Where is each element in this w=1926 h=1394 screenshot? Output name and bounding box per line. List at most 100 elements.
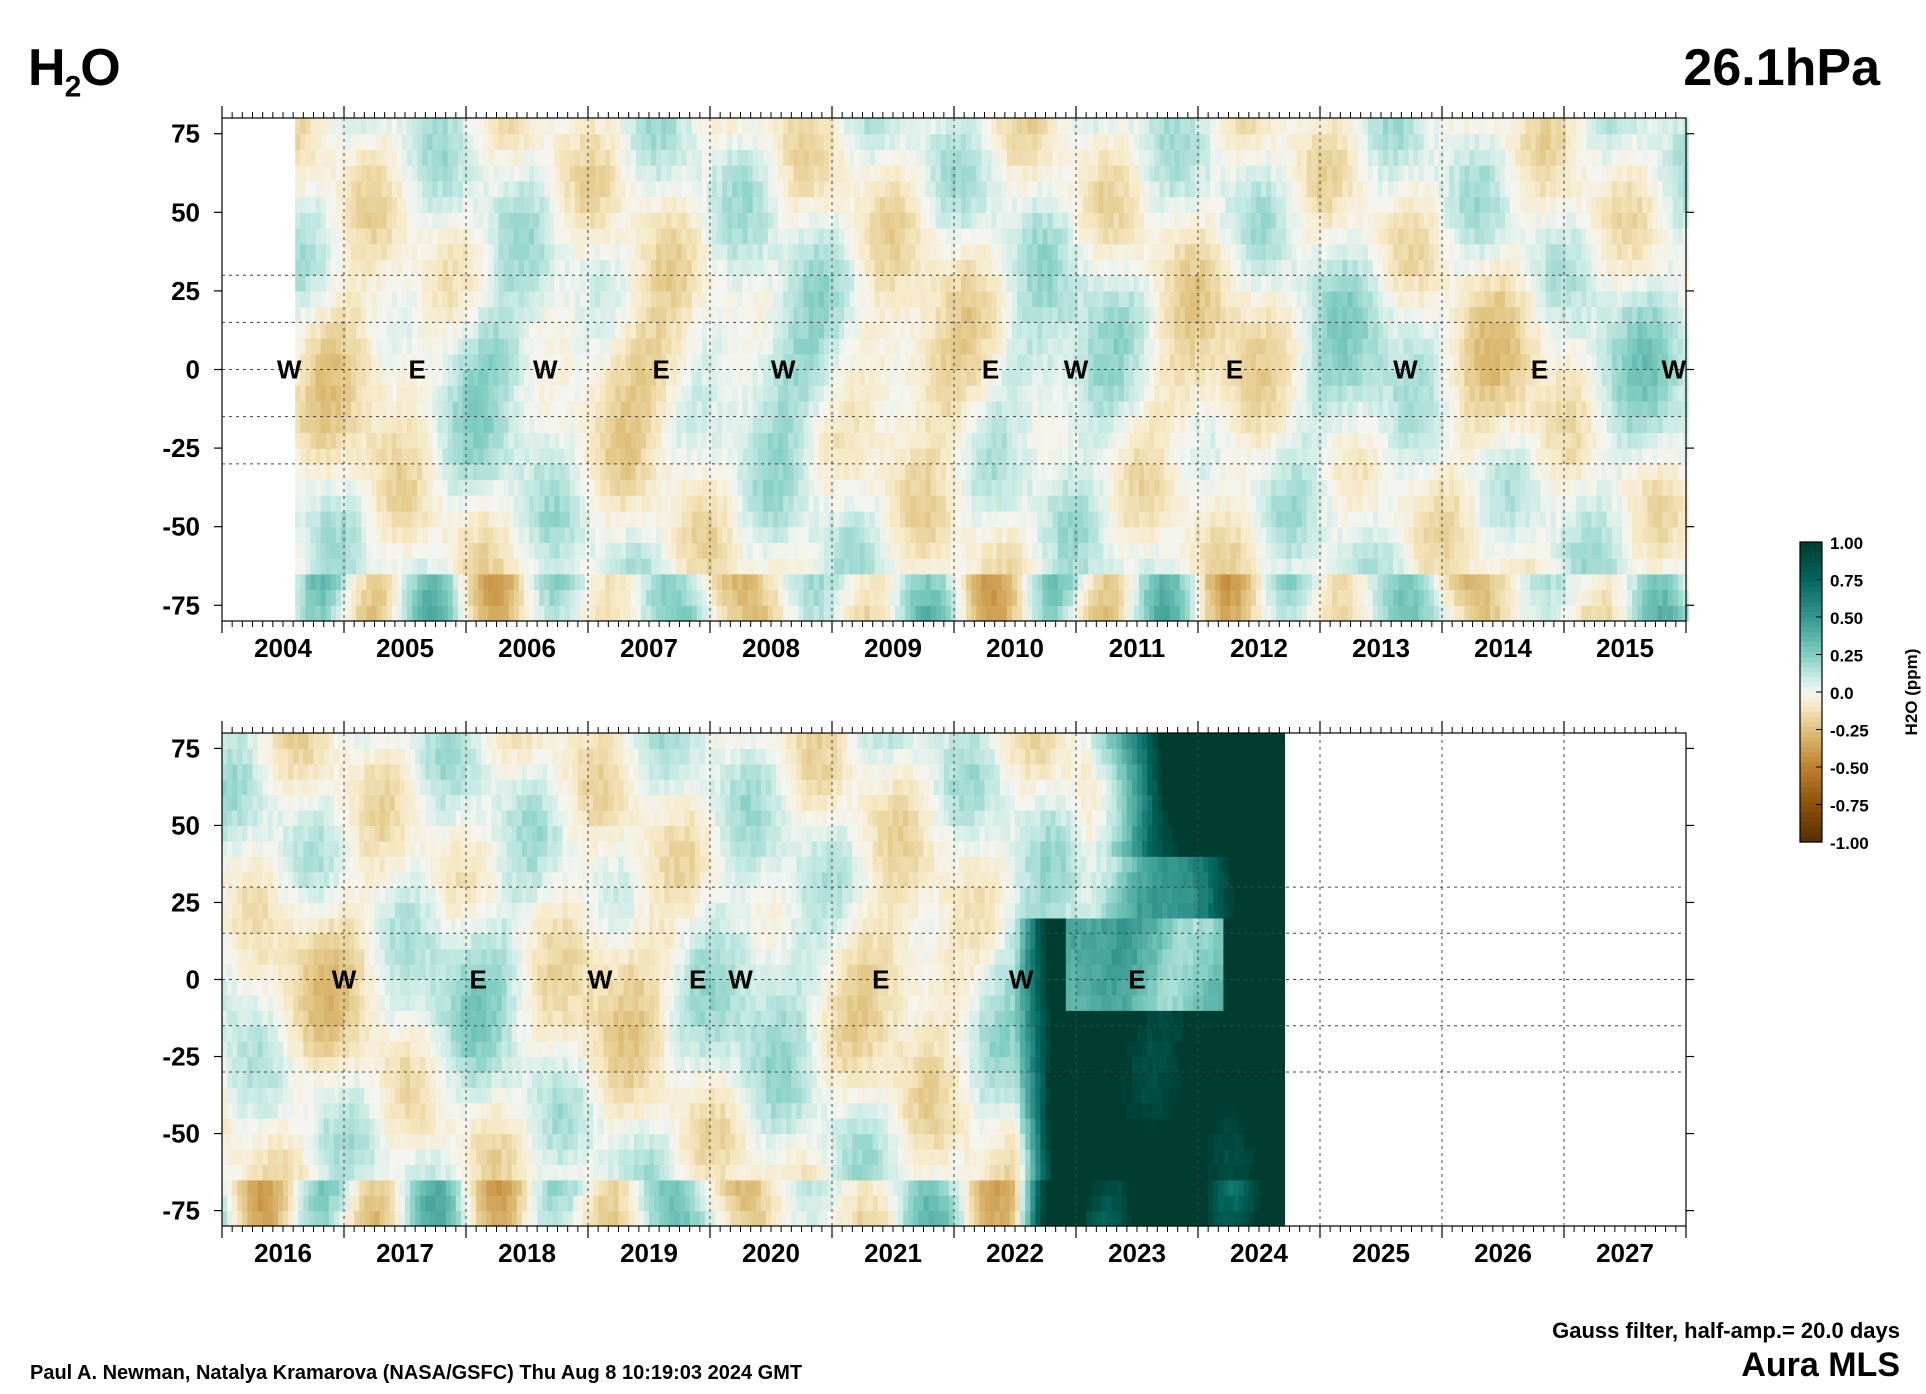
heatmap-cell — [1022, 400, 1028, 418]
heatmap-cell — [874, 259, 881, 276]
heatmap-cell — [483, 275, 489, 292]
heatmap-cell — [457, 306, 464, 323]
heatmap-cell — [371, 196, 378, 213]
heatmap-cell — [818, 558, 825, 575]
heatmap-cell — [315, 526, 322, 543]
heatmap-cell — [371, 306, 378, 323]
heatmap-cell — [823, 400, 830, 418]
heatmap-cell — [1047, 526, 1054, 543]
heatmap-cell — [1078, 243, 1084, 261]
heatmap-cell — [432, 495, 439, 512]
heatmap-cell — [422, 385, 428, 402]
heatmap-cell — [956, 275, 962, 292]
heatmap-cell — [610, 133, 617, 150]
heatmap-cell — [529, 275, 535, 292]
heatmap-cell — [625, 542, 632, 559]
heatmap-cell — [813, 369, 820, 386]
heatmap-cell — [330, 196, 337, 213]
heatmap-cell — [386, 196, 393, 213]
heatmap-cell — [559, 558, 566, 575]
heatmap-cell — [879, 338, 886, 355]
heatmap-cell — [569, 243, 576, 261]
heatmap-cell — [666, 526, 672, 543]
heatmap-cell — [488, 180, 495, 198]
heatmap-cell — [701, 448, 708, 465]
heatmap-cell — [300, 353, 306, 371]
heatmap-cell — [1042, 228, 1049, 245]
heatmap-cell — [879, 385, 886, 402]
heatmap-cell — [356, 605, 362, 622]
heatmap-cell — [1032, 165, 1038, 182]
heatmap-cell — [1057, 589, 1064, 606]
heatmap-cell — [671, 243, 678, 261]
heatmap-cell — [579, 133, 586, 150]
heatmap-cell — [651, 448, 657, 465]
heatmap-cell — [315, 479, 322, 496]
heatmap-cell — [356, 149, 362, 166]
heatmap-cell — [854, 605, 861, 622]
heatmap-cell — [386, 259, 393, 276]
heatmap-cell — [493, 605, 500, 622]
heatmap-cell — [305, 542, 312, 559]
heatmap-cell — [630, 322, 637, 339]
heatmap-cell — [701, 133, 708, 150]
heatmap-cell — [478, 479, 484, 496]
heatmap-cell — [930, 542, 937, 559]
heatmap-cell — [635, 212, 642, 229]
heatmap-cell — [498, 180, 505, 198]
heatmap-cell — [295, 369, 301, 386]
heatmap-cell — [590, 259, 596, 276]
heatmap-cell — [823, 306, 830, 323]
heatmap-cell — [534, 385, 540, 402]
heatmap-cell — [635, 526, 642, 543]
heatmap-cell — [554, 165, 561, 182]
heatmap-cell — [645, 416, 652, 433]
heatmap-cell — [539, 243, 545, 261]
heatmap-cell — [325, 149, 332, 166]
heatmap-cell — [930, 118, 937, 135]
heatmap-cell — [971, 133, 977, 150]
heatmap-cell — [376, 495, 383, 512]
heatmap-cell — [396, 463, 403, 481]
heatmap-cell — [396, 479, 403, 496]
heatmap-cell — [457, 542, 464, 559]
heatmap-cell — [401, 196, 408, 213]
heatmap-cell — [996, 338, 1003, 355]
heatmap-cell — [986, 511, 993, 528]
heatmap-cell — [539, 511, 545, 528]
heatmap-cell — [396, 118, 403, 135]
heatmap-cell — [412, 542, 418, 559]
heatmap-cell — [1057, 149, 1064, 166]
heatmap-cell — [407, 463, 413, 481]
heatmap-cell — [844, 558, 850, 575]
heatmap-cell — [330, 133, 337, 150]
heatmap-cell — [330, 118, 337, 135]
heatmap-cell — [991, 542, 998, 559]
heatmap-cell — [681, 133, 688, 150]
heatmap-cell — [564, 542, 571, 559]
heatmap-cell — [1062, 290, 1069, 308]
heatmap-cell — [396, 133, 403, 150]
heatmap-cell — [900, 165, 906, 182]
heatmap-cell — [625, 180, 632, 198]
heatmap-cell — [696, 275, 703, 292]
heatmap-cell — [701, 165, 708, 182]
heatmap-cell — [920, 495, 927, 512]
heatmap-cell — [849, 432, 855, 449]
heatmap-cell — [493, 526, 500, 543]
heatmap-cell — [610, 479, 617, 496]
heatmap-cell — [900, 573, 906, 591]
heatmap-cell — [905, 479, 911, 496]
heatmap-cell — [574, 573, 581, 591]
heatmap-cell — [834, 133, 840, 150]
heatmap-cell — [712, 432, 718, 449]
heatmap-cell — [376, 228, 383, 245]
heatmap-cell — [976, 306, 983, 323]
heatmap-cell — [1022, 212, 1028, 229]
heatmap-cell — [1067, 385, 1074, 402]
heatmap-cell — [412, 416, 418, 433]
heatmap-cell — [1062, 400, 1069, 418]
heatmap-cell — [554, 228, 561, 245]
heatmap-cell — [767, 306, 774, 323]
heatmap-cell — [752, 385, 759, 402]
